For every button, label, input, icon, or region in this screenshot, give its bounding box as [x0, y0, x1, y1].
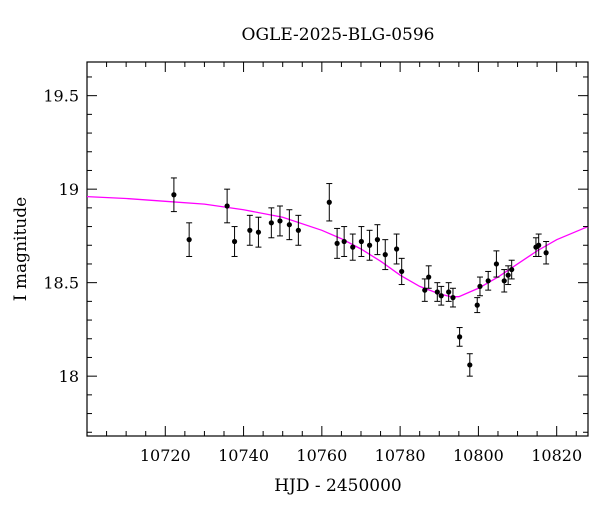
data-point-marker: [326, 199, 332, 205]
data-point-marker: [467, 362, 473, 368]
data-point: [393, 233, 400, 265]
plot-area: [86, 61, 589, 437]
data-point-marker: [501, 278, 507, 284]
data-point: [255, 216, 262, 248]
data-point-marker: [434, 289, 440, 295]
data-point: [295, 214, 302, 246]
data-point: [382, 239, 389, 271]
data-point-marker: [366, 242, 373, 248]
x-tick-label: 10760: [296, 446, 347, 465]
data-point-marker: [399, 268, 405, 275]
x-tick-label: 10780: [375, 446, 426, 465]
data-point-marker: [247, 227, 253, 233]
data-point: [474, 297, 481, 314]
x-tick-label: 10740: [218, 446, 269, 465]
data-point: [456, 327, 463, 347]
data-point-marker: [505, 272, 511, 278]
data-point: [485, 270, 492, 291]
data-points-layer: [170, 177, 550, 377]
data-point-marker: [334, 240, 340, 246]
data-point: [445, 282, 452, 302]
data-point: [286, 209, 293, 241]
data-point-marker: [450, 295, 456, 301]
data-point-marker: [457, 334, 463, 340]
data-point-marker: [438, 293, 444, 299]
data-point-marker: [394, 246, 400, 252]
data-point-marker: [224, 203, 230, 209]
x-tick-label: 10800: [453, 446, 504, 465]
y-axis-label: I magnitude: [11, 197, 31, 301]
y-tick-label: 19.5: [43, 87, 79, 106]
data-point-marker: [341, 238, 347, 245]
data-point-marker: [231, 238, 238, 245]
data-point-marker: [485, 278, 491, 284]
data-point-marker: [493, 261, 500, 267]
data-point: [505, 265, 512, 286]
data-point: [501, 269, 508, 293]
data-point: [438, 285, 445, 306]
data-point: [425, 265, 432, 289]
data-point: [508, 259, 515, 280]
data-point: [334, 227, 341, 259]
data-point: [374, 224, 381, 256]
chart-title: OGLE-2025-BLG-0596: [242, 25, 435, 45]
data-point: [224, 188, 231, 224]
data-point: [421, 278, 428, 302]
data-point-marker: [358, 238, 364, 245]
data-point: [170, 177, 177, 213]
data-point: [466, 353, 473, 377]
data-point-marker: [255, 229, 262, 235]
data-point-marker: [286, 222, 292, 228]
data-point: [398, 257, 405, 286]
x-tick-label: 10720: [140, 446, 191, 465]
y-tick-label: 18: [59, 367, 79, 386]
ticks-layer: 10720 10740 10760 10780 10800 10820 18 18.5 19 19…: [43, 62, 588, 465]
data-point-marker: [295, 227, 301, 233]
data-point-marker: [171, 192, 177, 198]
data-point: [326, 183, 333, 222]
data-point-marker: [350, 244, 356, 250]
data-point: [366, 229, 373, 261]
data-point: [231, 226, 238, 257]
data-point: [276, 205, 283, 237]
data-point: [341, 226, 348, 257]
data-point: [449, 287, 456, 308]
data-point: [476, 276, 483, 297]
data-point-marker: [477, 283, 483, 289]
data-point: [349, 233, 356, 261]
data-point-marker: [446, 289, 452, 295]
data-point: [493, 250, 500, 278]
data-point: [268, 207, 275, 239]
data-point-marker: [536, 242, 542, 248]
data-point-marker: [426, 274, 432, 280]
x-tick-label: 10820: [531, 446, 582, 465]
plot-frame: [86, 61, 589, 437]
data-point-marker: [186, 237, 192, 243]
data-point-marker: [474, 302, 480, 308]
y-tick-label: 18.5: [43, 274, 79, 293]
data-point: [543, 241, 550, 265]
data-point-marker: [374, 237, 381, 243]
data-point: [535, 233, 542, 257]
data-point-marker: [543, 250, 549, 256]
x-axis-label: HJD - 2450000: [274, 476, 402, 496]
data-point: [358, 226, 365, 257]
data-point-marker: [268, 220, 274, 226]
data-point-marker: [422, 287, 428, 293]
data-point-marker: [509, 266, 515, 273]
data-point-marker: [277, 218, 283, 224]
y-tick-label: 19: [59, 180, 79, 199]
data-point: [434, 282, 441, 302]
data-point: [186, 222, 193, 257]
data-point-marker: [382, 252, 388, 258]
data-point: [246, 214, 253, 246]
